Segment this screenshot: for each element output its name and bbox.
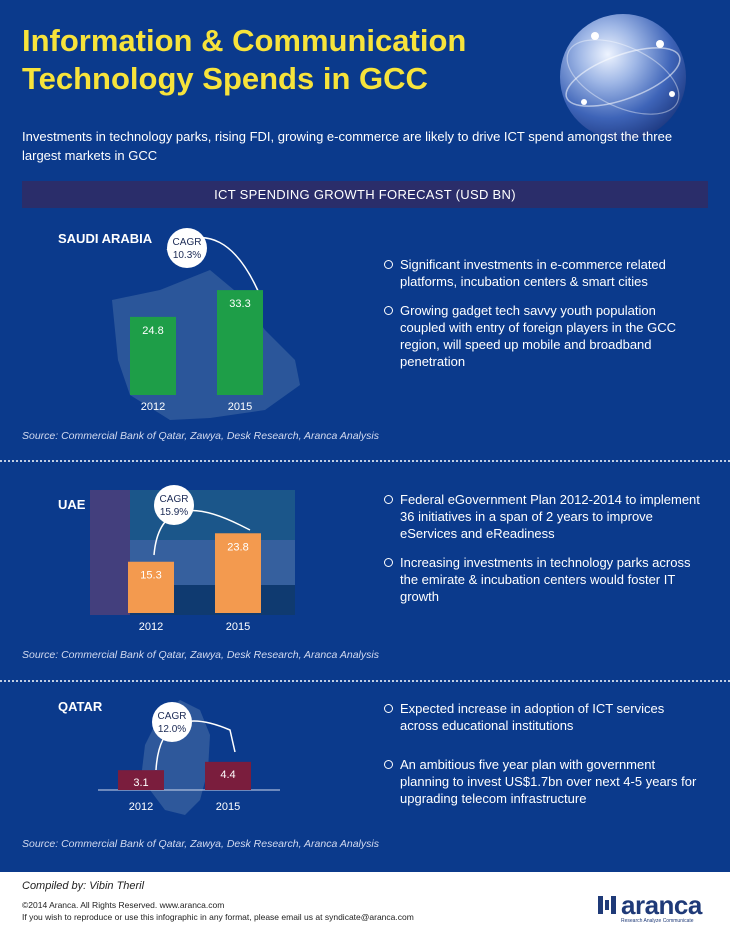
cagr-label: CAGR (160, 494, 189, 505)
bullet-uae-1: Federal eGovernment Plan 2012-2014 to im… (382, 491, 702, 542)
globe-icon (560, 14, 686, 140)
x-tick-label-2012: 2012 (139, 621, 163, 633)
x-tick-label-2012: 2012 (141, 401, 165, 413)
country-label-uae: UAE (58, 497, 86, 512)
section-banner: ICT SPENDING GROWTH FORECAST (USD BN) (22, 181, 708, 208)
cagr-value: 10.3% (173, 250, 201, 261)
bar-2012 (130, 316, 176, 395)
subtitle: Investments in technology parks, rising … (22, 129, 673, 163)
x-tick-label-2015: 2015 (228, 401, 252, 413)
data-label-2015: 4.4 (220, 769, 235, 781)
x-tick-label-2012: 2012 (129, 801, 153, 813)
aranca-logo: aranca Research Analyze Communicate (597, 890, 702, 924)
data-label-2012: 15.3 (140, 570, 161, 582)
chart-uae: 15.3 2012 23.8 2015 CAGR 15.9% (90, 485, 295, 633)
bullet-list-uae: Federal eGovernment Plan 2012-2014 to im… (382, 491, 702, 617)
footer-text: ©2014 Aranca. All Rights Reserved. www.a… (22, 899, 414, 923)
bar-2015 (205, 761, 251, 790)
infographic-poster: Information & Communication Technology S… (0, 0, 730, 872)
title-line-2: Technology Spends in GCC (22, 61, 428, 96)
bullet-qatar-1: Expected increase in adoption of ICT ser… (382, 700, 702, 734)
cagr-label: CAGR (158, 711, 187, 722)
data-label-2015: 33.3 (229, 298, 250, 310)
cagr-badge (167, 228, 207, 268)
data-label-2012: 3.1 (133, 777, 148, 789)
bar-2012 (128, 561, 174, 613)
cagr-label: CAGR (173, 237, 202, 248)
title-line-1: Information & Communication (22, 23, 467, 58)
chart-qatar: 3.1 2012 4.4 2015 CAGR 12.0% (98, 700, 280, 815)
cagr-badge (152, 702, 192, 742)
source-saudi: Source: Commercial Bank of Qatar, Zawya,… (22, 430, 379, 442)
bullet-qatar-2: An ambitious five year plan with governm… (382, 756, 702, 807)
bar-2015 (217, 290, 263, 395)
logo-text: aranca (621, 890, 702, 920)
bullet-list-qatar: Expected increase in adoption of ICT ser… (382, 700, 702, 819)
source-qatar: Source: Commercial Bank of Qatar, Zawya,… (22, 838, 379, 850)
compiled-by: Compiled by: Vibin Theril (22, 880, 145, 892)
chart-saudi: 24.8 2012 33.3 2015 CAGR 10.3% (112, 228, 300, 420)
data-label-2015: 23.8 (227, 541, 248, 553)
logo-tagline: Research Analyze Communicate (621, 918, 694, 924)
copyright: ©2014 Aranca. All Rights Reserved. www.a… (22, 900, 225, 910)
section-divider (0, 460, 730, 462)
country-label-qatar: QATAR (58, 699, 103, 714)
cagr-badge (154, 485, 194, 525)
logo-mark-icon (597, 895, 617, 915)
bullet-saudi-2: Growing gadget tech savvy youth populati… (382, 302, 702, 370)
source-uae: Source: Commercial Bank of Qatar, Zawya,… (22, 649, 379, 661)
cagr-value: 15.9% (160, 507, 188, 518)
x-tick-label-2015: 2015 (216, 801, 240, 813)
x-tick-label-2015: 2015 (226, 621, 250, 633)
bar-2012 (118, 770, 164, 790)
data-label-2012: 24.8 (142, 325, 163, 337)
bar-2015 (215, 533, 261, 613)
bullet-saudi-1: Significant investments in e-commerce re… (382, 256, 702, 290)
bullet-uae-2: Increasing investments in technology par… (382, 554, 702, 605)
country-label-saudi: SAUDI ARABIA (58, 231, 153, 246)
cagr-value: 12.0% (158, 724, 186, 735)
reproduce-note: If you wish to reproduce or use this inf… (22, 912, 414, 922)
section-divider (0, 680, 730, 682)
bullet-list-saudi: Significant investments in e-commerce re… (382, 256, 702, 382)
page-title: Information & Communication Technology S… (22, 22, 542, 98)
